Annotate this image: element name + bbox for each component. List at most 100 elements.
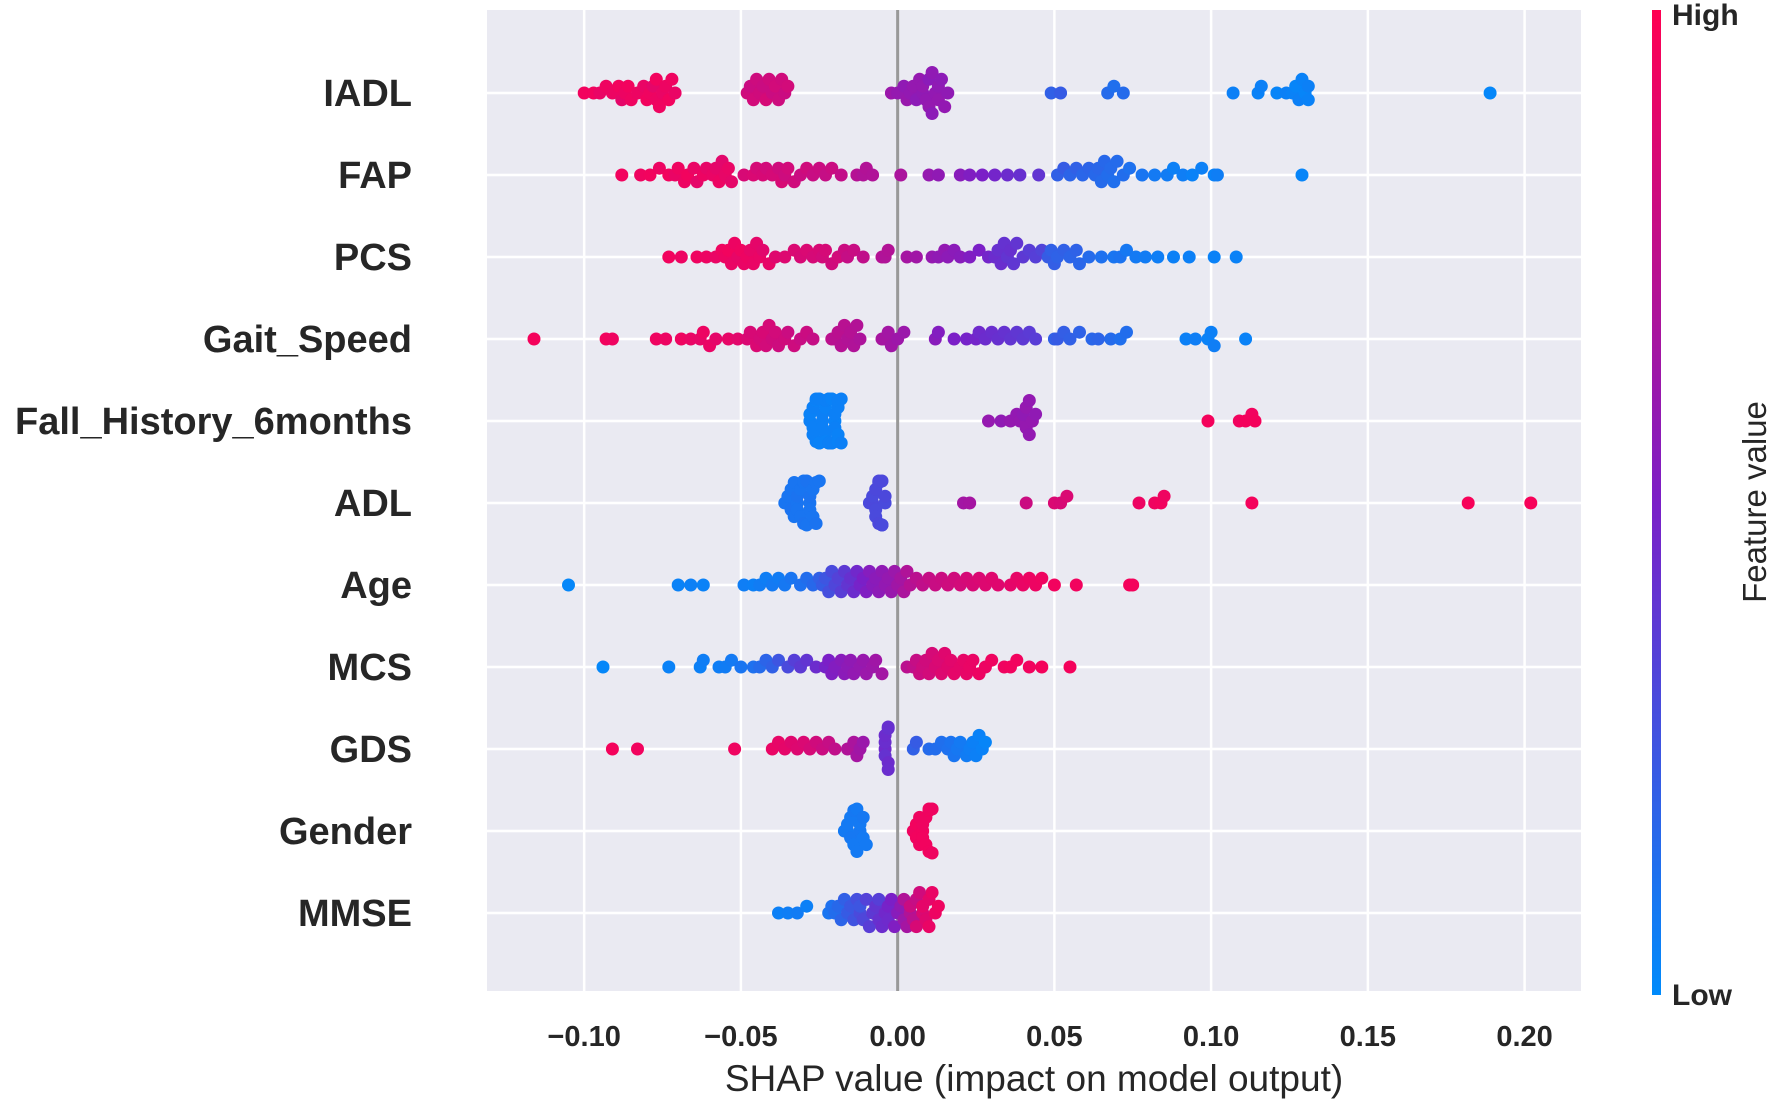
shap-point — [897, 325, 911, 339]
shap-point — [734, 660, 748, 674]
shap-point — [931, 899, 945, 913]
shap-point — [696, 325, 710, 339]
feature-label: MMSE — [298, 893, 412, 935]
shap-point — [931, 168, 945, 182]
shap-point — [1148, 168, 1162, 182]
shap-point — [1022, 394, 1036, 407]
shap-point — [1110, 154, 1124, 168]
shap-point — [856, 653, 870, 667]
shap-point — [953, 168, 967, 182]
shap-point — [634, 168, 648, 182]
colorbar-low-label: Low — [1672, 979, 1733, 1012]
shap-point — [972, 243, 986, 257]
shap-point — [649, 72, 663, 86]
shap-point — [1069, 243, 1083, 257]
feature-label: Gender — [279, 811, 412, 853]
shap-point — [850, 318, 864, 332]
shap-point — [772, 906, 785, 920]
shap-point — [790, 906, 804, 920]
shap-point — [1483, 86, 1497, 100]
shap-point — [1010, 236, 1024, 250]
shap-point — [1229, 250, 1243, 264]
shap-point — [1524, 496, 1538, 510]
shap-point — [652, 161, 666, 175]
shap-point — [853, 332, 867, 346]
shap-point — [687, 161, 701, 175]
shap-point — [743, 325, 757, 339]
feature-label: ADL — [334, 483, 412, 525]
shap-point — [1054, 86, 1068, 100]
shap-point — [847, 243, 861, 257]
shap-point — [888, 920, 901, 934]
feature-label: PCS — [334, 237, 412, 279]
shap-point — [960, 332, 974, 346]
shap-point — [800, 899, 814, 913]
shap-point — [1107, 79, 1121, 93]
shap-point — [963, 168, 977, 182]
shap-point — [850, 845, 864, 858]
feature-label: FAP — [338, 155, 412, 197]
shap-point — [671, 578, 685, 592]
shap-point — [881, 325, 895, 339]
shap-point — [856, 250, 870, 264]
shap-point — [900, 250, 914, 264]
x-tick-label: 0.20 — [1496, 1021, 1552, 1053]
shap-point — [978, 735, 992, 749]
shap-point — [947, 332, 961, 346]
shap-point — [728, 742, 742, 756]
shap-point — [1069, 578, 1083, 592]
shap-point — [1210, 168, 1224, 182]
colorbar-high-label: High — [1672, 0, 1739, 32]
shap-point — [721, 332, 735, 346]
shap-point — [834, 168, 848, 182]
shap-point — [844, 653, 858, 667]
shap-point — [1000, 168, 1014, 182]
shap-point — [643, 168, 657, 182]
shap-point — [922, 920, 936, 934]
shap-point — [806, 332, 820, 346]
shap-point — [1135, 168, 1149, 182]
x-tick-label: 0.05 — [1026, 1021, 1082, 1053]
shap-point — [1063, 660, 1077, 674]
shap-point — [781, 906, 795, 920]
shap-point — [562, 578, 575, 592]
colorbar — [1652, 10, 1661, 995]
shap-point — [909, 735, 923, 749]
shap-point — [781, 325, 795, 339]
shap-point — [674, 332, 688, 346]
shap-point — [1120, 243, 1133, 257]
shap-point — [671, 161, 685, 175]
shap-point — [1207, 250, 1221, 264]
feature-label: IADL — [323, 73, 412, 115]
shap-point — [1226, 86, 1240, 100]
shap-point — [1010, 653, 1024, 667]
shap-point — [577, 86, 591, 100]
shap-point — [605, 332, 619, 346]
shap-point — [872, 892, 886, 906]
shap-point — [1120, 325, 1133, 339]
shap-point — [662, 660, 676, 674]
shap-point — [649, 332, 663, 346]
x-tick-label: 0.00 — [869, 1021, 925, 1053]
shap-point — [756, 243, 770, 257]
shap-point — [869, 653, 883, 667]
shap-point — [1188, 332, 1202, 346]
shap-point — [881, 720, 895, 734]
shap-point — [856, 735, 870, 749]
x-tick-labels: −0.10 −0.05 0.00 0.05 0.10 0.15 0.20 — [547, 1021, 1552, 1053]
shap-point — [1239, 332, 1253, 346]
shap-point — [988, 168, 1002, 182]
shap-point — [605, 742, 619, 756]
shap-point — [1022, 428, 1036, 442]
shap-point — [1151, 250, 1165, 264]
shap-point — [834, 436, 848, 450]
shap-point — [668, 86, 682, 100]
shap-point — [1248, 414, 1262, 428]
scatter-points — [527, 66, 1538, 934]
shap-point — [935, 72, 948, 86]
shap-point — [819, 243, 832, 257]
shap-point — [1104, 332, 1118, 346]
shap-point — [878, 489, 892, 503]
shap-point — [953, 735, 967, 749]
